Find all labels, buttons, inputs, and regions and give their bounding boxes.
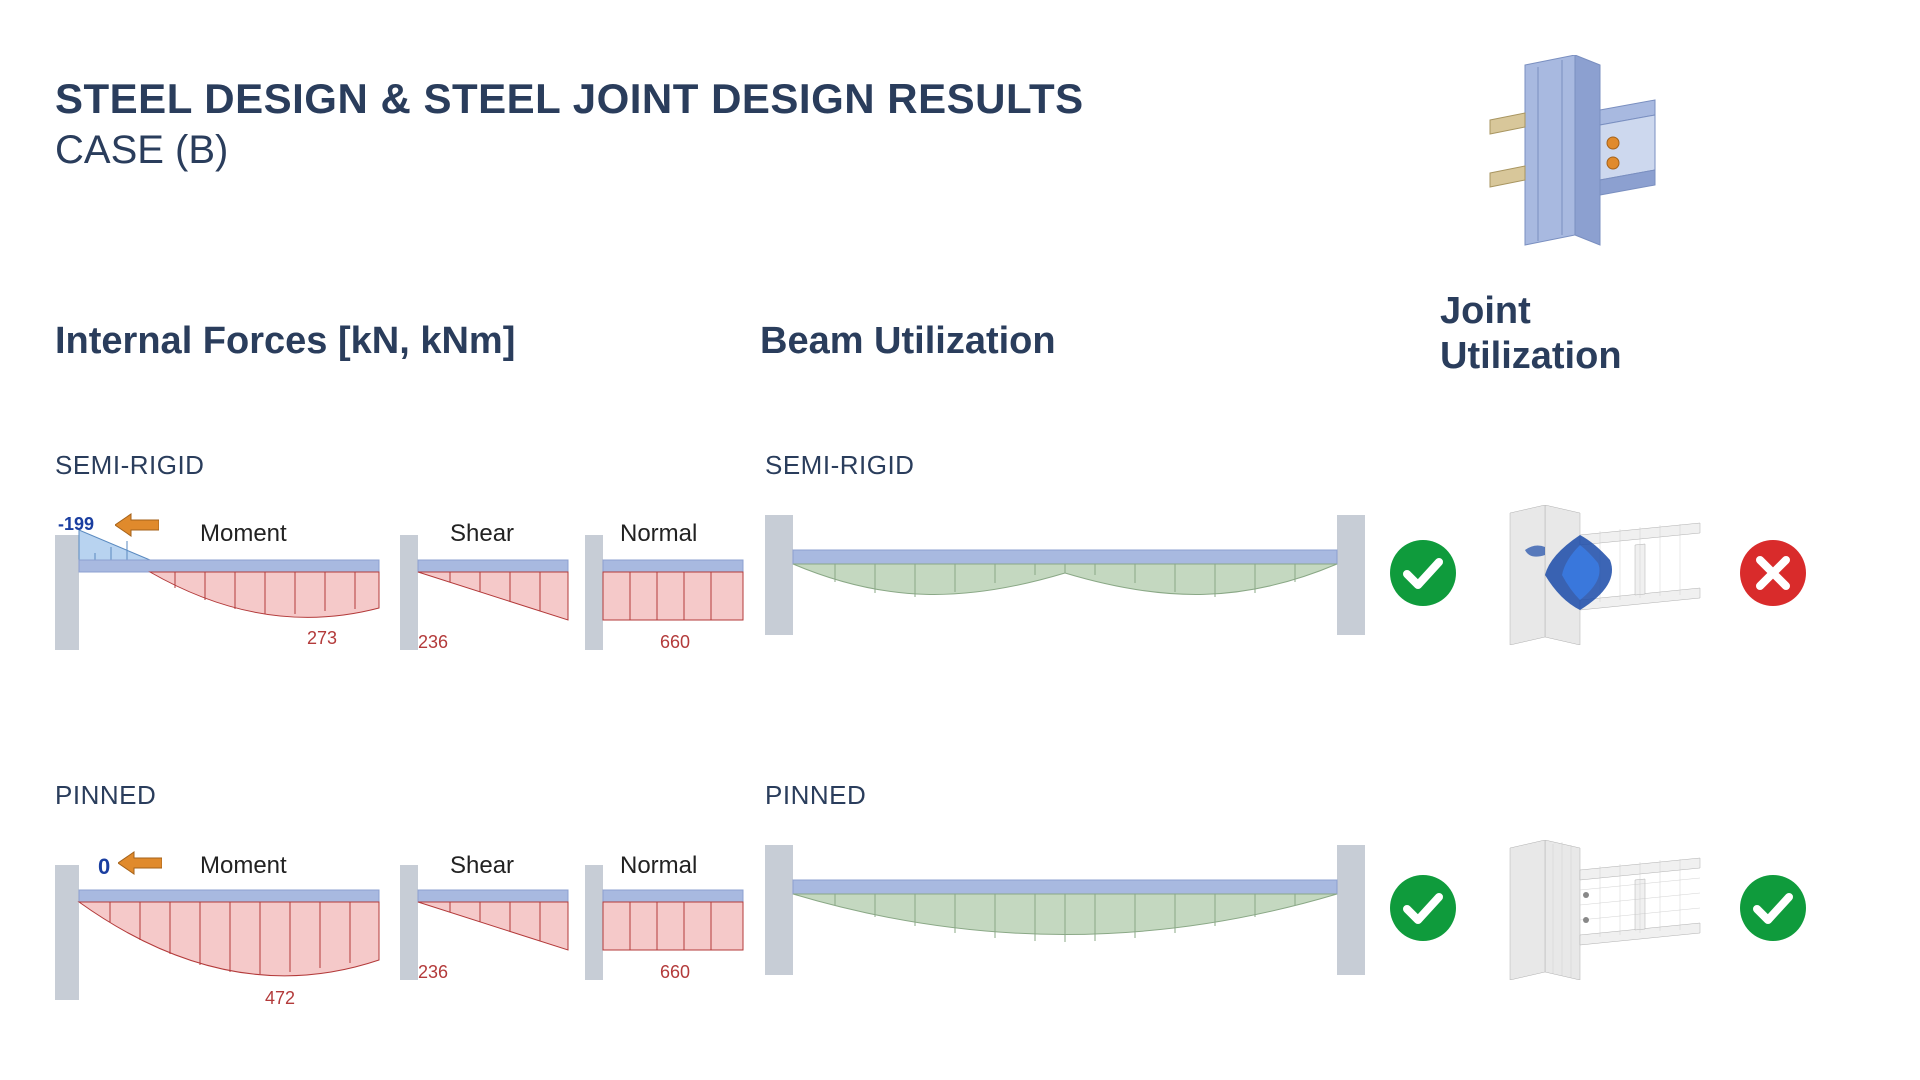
shear-pin-value: 236 [418,962,448,983]
normal-label-pin: Normal [620,852,697,880]
normal-sr-value: 660 [660,632,690,653]
moment-pin-left-value: 0 [98,854,110,880]
page-title: STEEL DESIGN & STEEL JOINT DESIGN RESULT… [55,75,1084,123]
beam-util-pinned [765,825,1365,985]
check-icon [1390,875,1456,941]
row-label-semirigid-beam: SEMI-RIGID [765,450,914,481]
normal-pin-value: 660 [660,962,690,983]
arrow-left-icon [115,512,159,538]
joint-render-pinned [1490,840,1705,980]
shear-sr-value: 236 [418,632,448,653]
arrow-left-icon [118,850,162,876]
header-joint-2: Utilization [1440,335,1622,378]
normal-label-sr: Normal [620,520,697,548]
moment-sr-right-value: 273 [307,628,337,649]
beam-util-semirigid [765,495,1365,635]
moment-label-pin: Moment [200,852,287,880]
moment-pin-right-value: 472 [265,988,295,1009]
header-beam: Beam Utilization [760,320,1056,363]
joint-isometric-icon [1480,55,1660,255]
row-label-pinned-beam: PINNED [765,780,866,811]
check-icon [1740,875,1806,941]
moment-label-sr: Moment [200,520,287,548]
header-forces: Internal Forces [kN, kNm] [55,320,515,363]
page-subtitle: CASE (B) [55,128,228,173]
joint-render-semirigid [1490,505,1705,645]
header-joint-1: Joint [1440,290,1531,333]
shear-label-sr: Shear [450,520,514,548]
cross-icon [1740,540,1806,606]
row-label-semirigid-forces: SEMI-RIGID [55,450,204,481]
shear-label-pin: Shear [450,852,514,880]
check-icon [1390,540,1456,606]
row-label-pinned-forces: PINNED [55,780,156,811]
moment-sr-left-value: -199 [58,514,94,535]
